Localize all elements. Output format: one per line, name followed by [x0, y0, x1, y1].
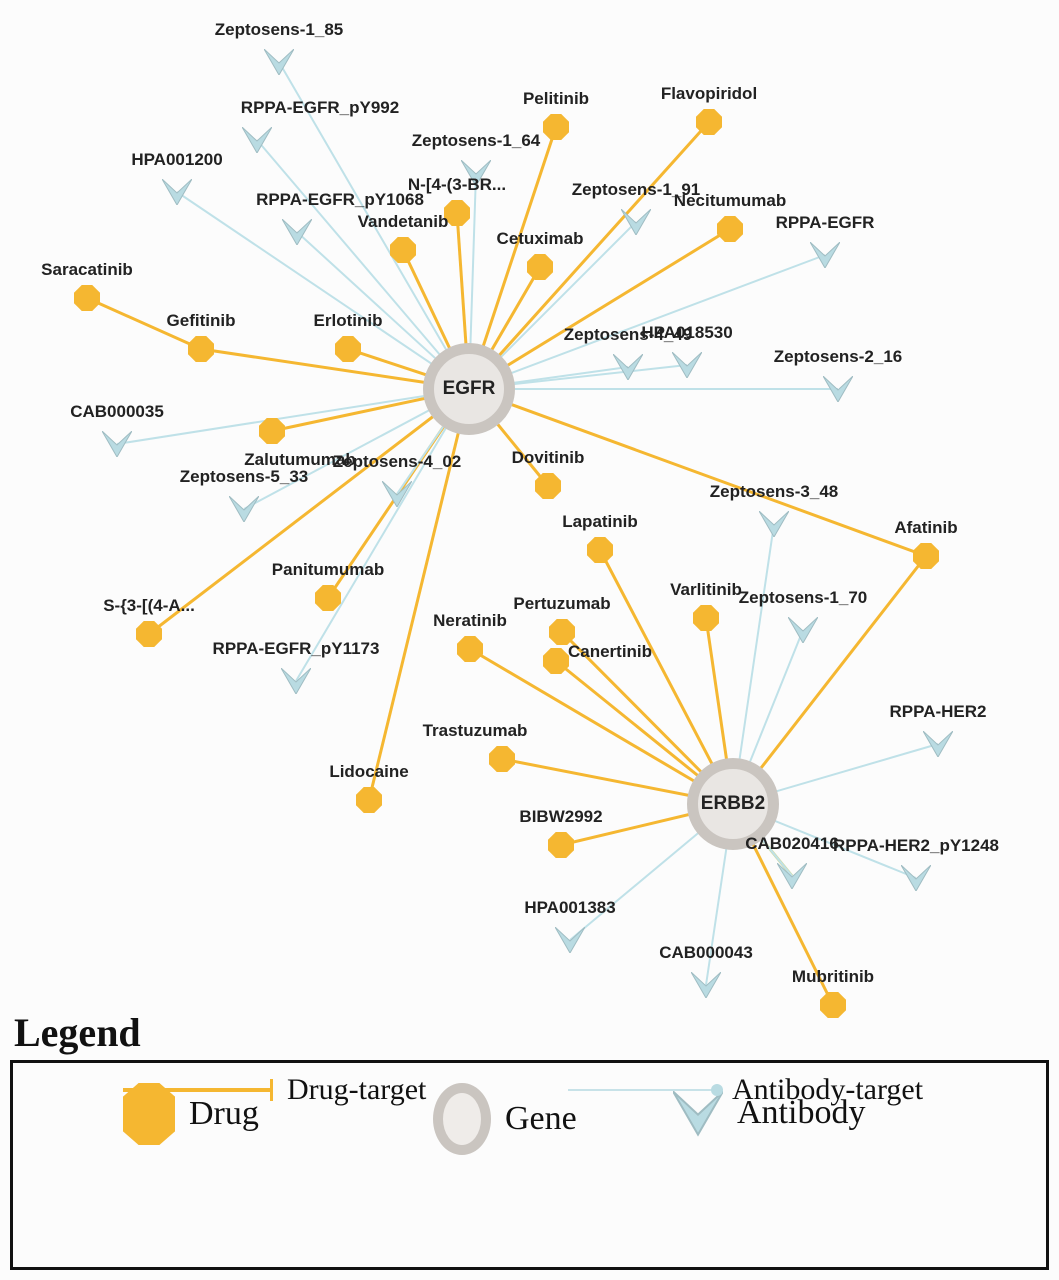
- drug-label-bibw2992[interactable]: BIBW2992: [519, 807, 602, 827]
- antibody-node-zeptosens-5-33[interactable]: [229, 496, 259, 522]
- antibody-node-rppa-egfr[interactable]: [810, 242, 840, 268]
- drug-label-mubritinib[interactable]: Mubritinib: [792, 967, 874, 987]
- antibody-label-zeptosens-4-49[interactable]: Zeptosens-4_49: [564, 325, 693, 345]
- antibody-node-cab000043[interactable]: [691, 972, 721, 998]
- antibody-node-cab020416[interactable]: [777, 863, 807, 889]
- antibody-label-zeptosens-1-70[interactable]: Zeptosens-1_70: [739, 588, 868, 608]
- antibody-node-rppa-egfr-py992[interactable]: [242, 127, 272, 153]
- antibody-label-rppa-egfr-py1068[interactable]: RPPA-EGFR_pY1068: [256, 190, 424, 210]
- antibody-node-zeptosens-1-91[interactable]: [621, 209, 651, 235]
- antibody-node-hpa001383[interactable]: [555, 927, 585, 953]
- drug-label-pelitinib[interactable]: Pelitinib: [523, 89, 589, 109]
- antibody-label-cab000043[interactable]: CAB000043: [659, 943, 753, 963]
- drug-node-trastuzumab[interactable]: [489, 746, 515, 772]
- drug-label-vandetanib[interactable]: Vandetanib: [358, 212, 449, 232]
- antibody-label-rppa-her2-py1248[interactable]: RPPA-HER2_pY1248: [833, 836, 999, 856]
- drug-node-pelitinib[interactable]: [543, 114, 569, 140]
- gene-icon: [433, 1083, 491, 1155]
- drug-label-lapatinib[interactable]: Lapatinib: [562, 512, 638, 532]
- antibody-label-rppa-egfr[interactable]: RPPA-EGFR: [776, 213, 875, 233]
- legend-item-gene: Gene: [433, 1083, 577, 1155]
- antibody-node-rppa-her2[interactable]: [923, 731, 953, 757]
- drug-node-varlitinib[interactable]: [693, 605, 719, 631]
- antibody-label-zeptosens-2-16[interactable]: Zeptosens-2_16: [774, 347, 903, 367]
- drug-node-erlotinib[interactable]: [335, 336, 361, 362]
- antibody-node-rppa-egfr-py1173[interactable]: [281, 668, 311, 694]
- drug-node-vandetanib[interactable]: [390, 237, 416, 263]
- antibody-label-zeptosens-1-85[interactable]: Zeptosens-1_85: [215, 20, 344, 40]
- drug-node-canertinib[interactable]: [543, 648, 569, 674]
- antibody-node-hpa018530[interactable]: [672, 352, 702, 378]
- drug-label-panitumumab[interactable]: Panitumumab: [272, 560, 384, 580]
- antibody-label-hpa001200[interactable]: HPA001200: [131, 150, 222, 170]
- drug-label-erlotinib[interactable]: Erlotinib: [314, 311, 383, 331]
- antibody-node-cab000035[interactable]: [102, 431, 132, 457]
- antibody-label-zeptosens-5-33[interactable]: Zeptosens-5_33: [180, 467, 309, 487]
- drug-node-mubritinib[interactable]: [820, 992, 846, 1018]
- drug-label-neratinib[interactable]: Neratinib: [433, 611, 507, 631]
- antibody-node-zeptosens-1-70[interactable]: [788, 617, 818, 643]
- drug-node-neratinib[interactable]: [457, 636, 483, 662]
- drug-node-s34a[interactable]: [136, 621, 162, 647]
- drug-label-flavopiridol[interactable]: Flavopiridol: [661, 84, 757, 104]
- legend-item-drug-target: Drug-target: [123, 1073, 426, 1107]
- drug-node-necitumumab[interactable]: [717, 216, 743, 242]
- antibody-label-hpa001383[interactable]: HPA001383: [524, 898, 615, 918]
- antibody-label-zeptosens-4-02[interactable]: Zeptosens-4_02: [333, 452, 462, 472]
- drug-label-afatinib[interactable]: Afatinib: [894, 518, 957, 538]
- drug-label-s34a[interactable]: S-{3-[(4-A...: [103, 596, 195, 616]
- antibody-label-cab000035[interactable]: CAB000035: [70, 402, 164, 422]
- drug-node-flavopiridol[interactable]: [696, 109, 722, 135]
- drug-node-afatinib[interactable]: [913, 543, 939, 569]
- antibody-target-line-icon: [568, 1089, 718, 1091]
- drug-label-canertinib[interactable]: Canertinib: [568, 642, 652, 662]
- antibody-node-zeptosens-1-85[interactable]: [264, 49, 294, 75]
- drug-node-saracatinib[interactable]: [74, 285, 100, 311]
- drug-label-saracatinib[interactable]: Saracatinib: [41, 260, 133, 280]
- drug-node-zalutumumab[interactable]: [259, 418, 285, 444]
- antibody-node-zeptosens-2-16[interactable]: [823, 376, 853, 402]
- antibody-label-rppa-her2[interactable]: RPPA-HER2: [890, 702, 987, 722]
- legend-title: Legend: [14, 1009, 141, 1056]
- drug-node-panitumumab[interactable]: [315, 585, 341, 611]
- gene-node-egfr[interactable]: EGFR: [423, 343, 515, 435]
- drug-label-pertuzumab[interactable]: Pertuzumab: [513, 594, 610, 614]
- drug-node-dovitinib[interactable]: [535, 473, 561, 499]
- drug-target-line-icon: [123, 1088, 273, 1092]
- antibody-label-zeptosens-1-64[interactable]: Zeptosens-1_64: [412, 131, 541, 151]
- antibody-node-zeptosens-4-02[interactable]: [382, 481, 412, 507]
- antibody-label-rppa-egfr-py1173[interactable]: RPPA-EGFR_pY1173: [213, 639, 380, 659]
- network-diagram: EGFR ERBB2 N-[4-(3-BR... Pelitinib Dovit…: [0, 0, 1059, 1280]
- antibody-label-zeptosens-1-91[interactable]: Zeptosens-1_91: [572, 180, 701, 200]
- drug-label-dovitinib[interactable]: Dovitinib: [512, 448, 585, 468]
- drug-node-lidocaine[interactable]: [356, 787, 382, 813]
- legend-box: Drug Gene Antibody Drug-target Antibody-…: [10, 1060, 1049, 1270]
- antibody-label-rppa-egfr-py992[interactable]: RPPA-EGFR_pY992: [241, 98, 399, 118]
- legend-item-antibody-target: Antibody-target: [568, 1073, 923, 1107]
- antibody-node-hpa001200[interactable]: [162, 179, 192, 205]
- drug-node-cetuximab[interactable]: [527, 254, 553, 280]
- drug-label-trastuzumab[interactable]: Trastuzumab: [423, 721, 528, 741]
- drug-node-lapatinib[interactable]: [587, 537, 613, 563]
- drug-label-gefitinib[interactable]: Gefitinib: [167, 311, 236, 331]
- drug-node-bibw2992[interactable]: [548, 832, 574, 858]
- antibody-node-rppa-egfr-py1068[interactable]: [282, 219, 312, 245]
- antibody-node-rppa-her2-py1248[interactable]: [901, 865, 931, 891]
- antibody-label-cab020416[interactable]: CAB020416: [745, 834, 839, 854]
- drug-label-varlitinib[interactable]: Varlitinib: [670, 580, 742, 600]
- drug-label-lidocaine[interactable]: Lidocaine: [329, 762, 408, 782]
- antibody-node-zeptosens-4-49[interactable]: [613, 354, 643, 380]
- drug-node-gefitinib[interactable]: [188, 336, 214, 362]
- drug-label-cetuximab[interactable]: Cetuximab: [497, 229, 584, 249]
- antibody-node-zeptosens-3-48[interactable]: [759, 511, 789, 537]
- antibody-label-zeptosens-3-48[interactable]: Zeptosens-3_48: [710, 482, 839, 502]
